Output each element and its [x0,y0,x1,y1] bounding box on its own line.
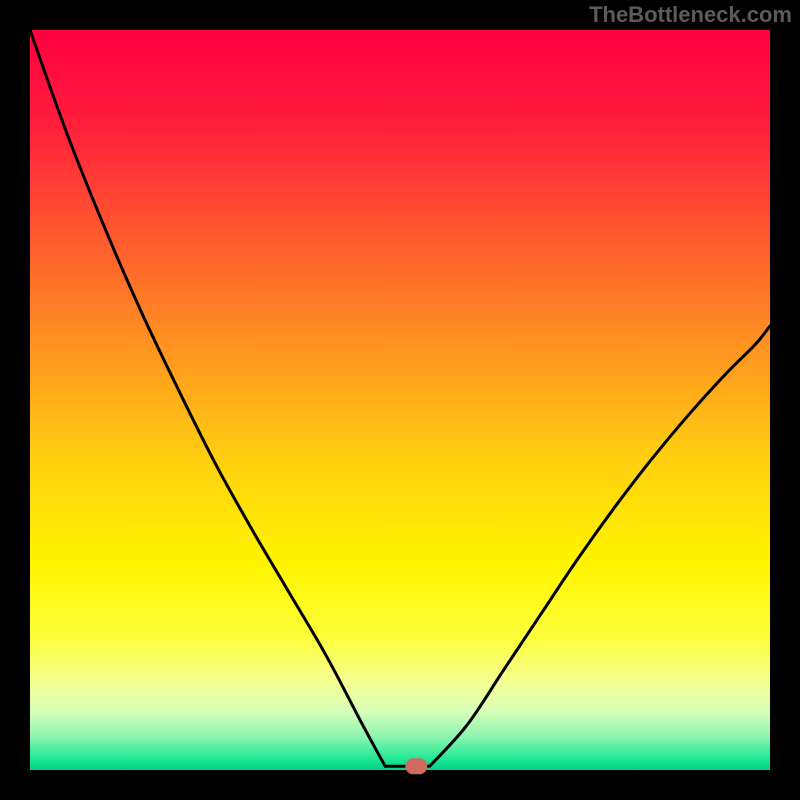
watermark-text: TheBottleneck.com [589,2,792,28]
chart-stage: TheBottleneck.com [0,0,800,800]
gradient-background [30,30,770,770]
bottleneck-chart [0,0,800,800]
optimal-marker [405,758,427,774]
